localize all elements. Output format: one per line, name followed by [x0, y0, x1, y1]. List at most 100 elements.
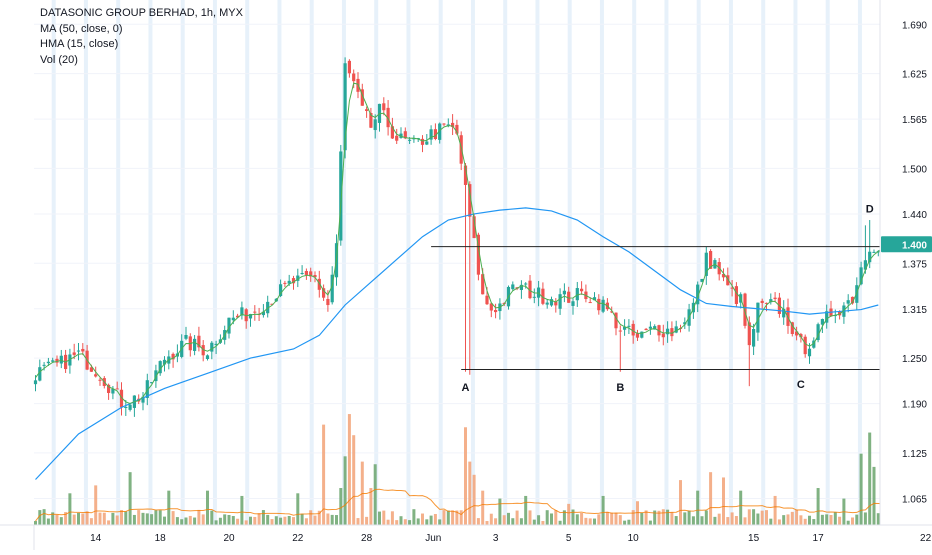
candle[interactable]	[782, 300, 786, 325]
candle[interactable]	[700, 278, 704, 283]
candle[interactable]	[795, 326, 799, 341]
candle[interactable]	[248, 313, 253, 327]
candle[interactable]	[657, 324, 661, 342]
candle[interactable]	[38, 359, 42, 382]
candle[interactable]	[580, 281, 584, 295]
candle[interactable]	[193, 335, 197, 356]
candle[interactable]	[59, 349, 63, 369]
candle[interactable]	[438, 122, 442, 144]
candle[interactable]	[571, 298, 575, 315]
candle[interactable]	[283, 280, 287, 287]
candle[interactable]	[386, 100, 390, 136]
candle[interactable]	[863, 225, 867, 274]
candle[interactable]	[597, 294, 601, 315]
candle[interactable]	[373, 114, 377, 139]
candle[interactable]	[683, 317, 687, 330]
candle[interactable]	[395, 128, 399, 145]
candle[interactable]	[713, 258, 717, 269]
candle[interactable]	[425, 134, 429, 146]
candle[interactable]	[313, 271, 317, 283]
candle[interactable]	[476, 232, 480, 281]
candle[interactable]	[631, 320, 635, 344]
candle[interactable]	[33, 375, 38, 392]
candle[interactable]	[266, 295, 270, 318]
candle[interactable]	[554, 298, 558, 313]
candle[interactable]	[618, 325, 622, 372]
candle[interactable]	[390, 117, 394, 139]
candle[interactable]	[747, 316, 751, 387]
candle[interactable]	[244, 308, 248, 329]
candle[interactable]	[846, 294, 850, 313]
candle[interactable]	[369, 107, 373, 129]
candle[interactable]	[81, 343, 85, 356]
candle[interactable]	[412, 135, 416, 143]
candle[interactable]	[188, 333, 192, 357]
candle[interactable]	[150, 382, 154, 384]
candle[interactable]	[661, 324, 665, 346]
candle[interactable]	[816, 322, 820, 343]
candle[interactable]	[825, 304, 829, 329]
candle[interactable]	[524, 282, 528, 289]
candle[interactable]	[614, 312, 618, 336]
candle[interactable]	[623, 319, 627, 336]
candle[interactable]	[494, 303, 498, 319]
candle[interactable]	[532, 288, 536, 304]
candle[interactable]	[214, 340, 218, 355]
candle[interactable]	[511, 281, 515, 291]
candle[interactable]	[640, 331, 644, 339]
candle[interactable]	[790, 321, 794, 337]
candle[interactable]	[433, 123, 437, 141]
candle[interactable]	[68, 348, 72, 374]
candle[interactable]	[132, 395, 136, 417]
candle[interactable]	[704, 246, 708, 285]
candle[interactable]	[261, 304, 265, 318]
candle[interactable]	[726, 267, 730, 286]
candle[interactable]	[365, 106, 369, 118]
candle[interactable]	[799, 332, 803, 343]
candle[interactable]	[420, 135, 425, 153]
candle[interactable]	[562, 283, 566, 303]
candle[interactable]	[730, 280, 734, 297]
candle[interactable]	[850, 296, 855, 305]
candle[interactable]	[240, 301, 244, 320]
candle[interactable]	[463, 162, 468, 372]
candle[interactable]	[141, 391, 145, 411]
candle[interactable]	[51, 357, 55, 363]
candle[interactable]	[627, 319, 631, 335]
candle[interactable]	[644, 327, 648, 331]
candle[interactable]	[541, 282, 545, 306]
candle[interactable]	[605, 298, 609, 311]
candle[interactable]	[347, 59, 351, 78]
candle[interactable]	[382, 97, 386, 116]
candle[interactable]	[322, 284, 326, 301]
candle[interactable]	[98, 377, 102, 386]
candle[interactable]	[158, 360, 162, 376]
candle[interactable]	[721, 268, 726, 282]
candle[interactable]	[872, 249, 876, 253]
candle[interactable]	[377, 103, 382, 132]
candle[interactable]	[326, 290, 330, 312]
candle[interactable]	[519, 280, 523, 299]
candle[interactable]	[119, 382, 124, 416]
candle[interactable]	[42, 362, 46, 371]
candle[interactable]	[115, 381, 119, 390]
candle[interactable]	[752, 323, 756, 356]
candle[interactable]	[803, 334, 807, 358]
candle[interactable]	[304, 268, 308, 280]
candle[interactable]	[171, 352, 175, 368]
candle[interactable]	[489, 302, 493, 318]
candle[interactable]	[339, 144, 343, 246]
candle[interactable]	[124, 400, 128, 416]
candle[interactable]	[760, 298, 764, 309]
candle[interactable]	[253, 305, 257, 321]
candle[interactable]	[734, 282, 738, 308]
candle[interactable]	[842, 302, 846, 324]
candle[interactable]	[128, 403, 132, 412]
candle[interactable]	[300, 265, 304, 275]
candle[interactable]	[498, 298, 502, 320]
candle[interactable]	[296, 268, 300, 288]
candle[interactable]	[666, 321, 670, 343]
candle[interactable]	[210, 341, 214, 360]
